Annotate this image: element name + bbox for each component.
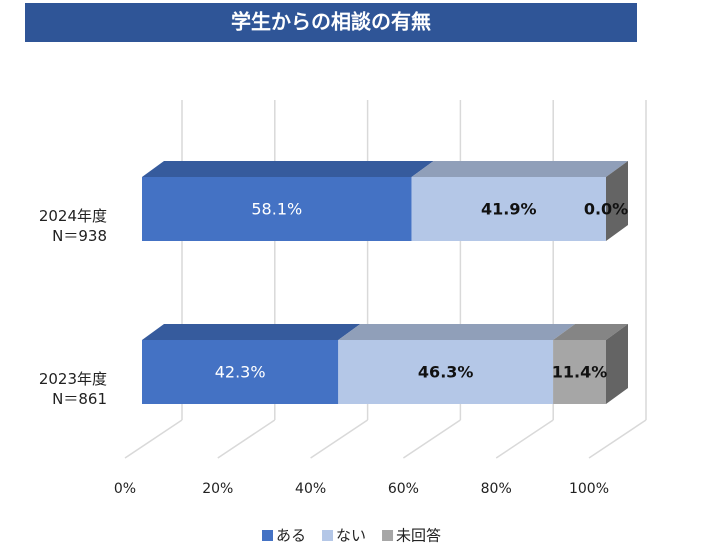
bar [553,340,606,404]
category-label: 2024年度 N＝938 [38,207,107,245]
x-tick-label: 100% [569,481,609,497]
bar-top [338,324,576,340]
data-label: 46.3% [418,363,474,382]
data-label: 58.1% [251,200,302,219]
data-label: 0.0% [584,200,628,219]
x-tick-label: 80% [481,481,512,497]
legend-label: ない [336,527,366,545]
grid-line [495,419,554,459]
bar-top [553,324,628,340]
bar [142,340,339,404]
grid-line [402,419,461,459]
bar-top [142,324,361,340]
grid-line [310,419,369,459]
grid-line [124,419,183,459]
data-label: 11.4% [552,363,608,382]
bar-top [142,161,434,177]
x-tick-label: 0% [114,481,136,497]
x-tick-label: 20% [202,481,233,497]
x-tick-label: 40% [295,481,326,497]
grid-line [217,419,276,459]
title-banner [25,3,637,42]
x-tick-label: 60% [388,481,419,497]
bar [411,177,606,241]
data-label: 42.3% [215,363,266,382]
bar-side [606,324,628,404]
chart-title: 学生からの相談の有無 [231,10,431,34]
category-label: 2023年度 N＝861 [38,370,107,408]
legend-swatch [262,530,273,541]
bar-side [606,161,628,241]
legend-swatch [382,530,394,541]
bar-top [411,161,628,177]
legend-swatch [322,530,334,541]
legend-label: ある [276,527,306,545]
bar [142,177,412,241]
bar [338,340,554,404]
legend-label: 未回答 [396,527,441,545]
grid-line [588,419,647,459]
data-label: 41.9% [481,200,537,219]
